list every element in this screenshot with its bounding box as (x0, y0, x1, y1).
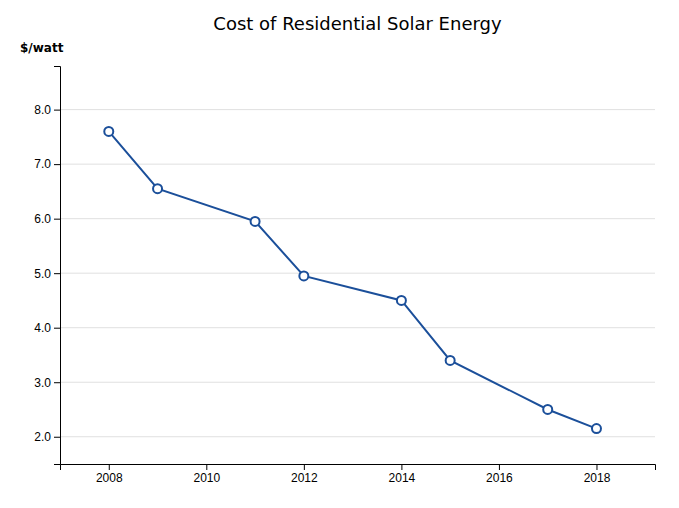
tick-label: 2012 (291, 471, 318, 485)
point (592, 424, 601, 433)
tick: 8.0 (34, 103, 60, 117)
point (153, 184, 162, 193)
tick-mark (54, 110, 60, 111)
tick-label: 6.0 (34, 212, 51, 226)
tick-label: 2016 (486, 471, 513, 485)
tick-mark (54, 164, 60, 165)
tick-label: 2008 (96, 471, 123, 485)
plot-area: 2008 2010 2012 2014 2016 2018 2.0 3.0 4.0 5.0 6.0 7… (34, 67, 655, 485)
grid-line (60, 164, 655, 165)
tick-label: 5.0 (34, 267, 51, 281)
point (299, 271, 308, 280)
chart: 2008 2010 2012 2014 2016 2018 2.0 3.0 4.0 5.0 6.0 7… (0, 0, 679, 508)
tick-mark (54, 273, 60, 274)
axis-line (54, 67, 61, 465)
point (397, 296, 406, 305)
tick-label: 2010 (193, 471, 220, 485)
tick-label: 3.0 (34, 376, 51, 390)
tick-mark (596, 464, 597, 470)
tick-mark (401, 464, 402, 470)
tick: 3.0 (34, 376, 60, 390)
tick: 2012 (291, 464, 318, 485)
tick-mark (54, 328, 60, 329)
x-axis: 2008 2010 2012 2014 2016 2018 (61, 464, 656, 485)
tick-mark (54, 219, 60, 220)
tick-mark (206, 464, 207, 470)
y-axis: 2.0 3.0 4.0 5.0 6.0 7.0 8.0 (34, 67, 60, 465)
grid-line (60, 436, 655, 437)
tick: 6.0 (34, 212, 60, 226)
y-axis-label: $/watt (20, 41, 64, 55)
grid-line (60, 273, 655, 274)
grid-line (60, 218, 655, 219)
tick-mark (54, 382, 60, 383)
tick-label: 8.0 (34, 103, 51, 117)
grid-line (60, 382, 655, 383)
grid-line (60, 109, 655, 110)
tick: 2016 (486, 464, 513, 485)
point (446, 356, 455, 365)
point (543, 405, 552, 414)
tick-mark (109, 464, 110, 470)
axis-line (61, 465, 656, 471)
tick-mark (54, 437, 60, 438)
tick: 2010 (193, 464, 220, 485)
tick-mark (499, 464, 500, 470)
tick: 7.0 (34, 157, 60, 171)
title: Cost of Residential Solar Energy (213, 13, 502, 34)
point (104, 127, 113, 136)
line (109, 131, 597, 428)
tick: 2.0 (34, 430, 60, 444)
tick-mark (304, 464, 305, 470)
tick-label: 2.0 (34, 430, 51, 444)
tick: 2008 (96, 464, 123, 485)
tick-label: 2014 (389, 471, 416, 485)
tick: 2018 (584, 464, 611, 485)
tick: 5.0 (34, 267, 60, 281)
marks (104, 127, 601, 433)
grid (60, 110, 655, 437)
point (251, 217, 260, 226)
grid-line (60, 327, 655, 328)
tick-label: 7.0 (34, 157, 51, 171)
tick: 4.0 (34, 321, 60, 335)
tick: 2014 (389, 464, 416, 485)
tick-label: 2018 (584, 471, 611, 485)
tick-label: 4.0 (34, 321, 51, 335)
